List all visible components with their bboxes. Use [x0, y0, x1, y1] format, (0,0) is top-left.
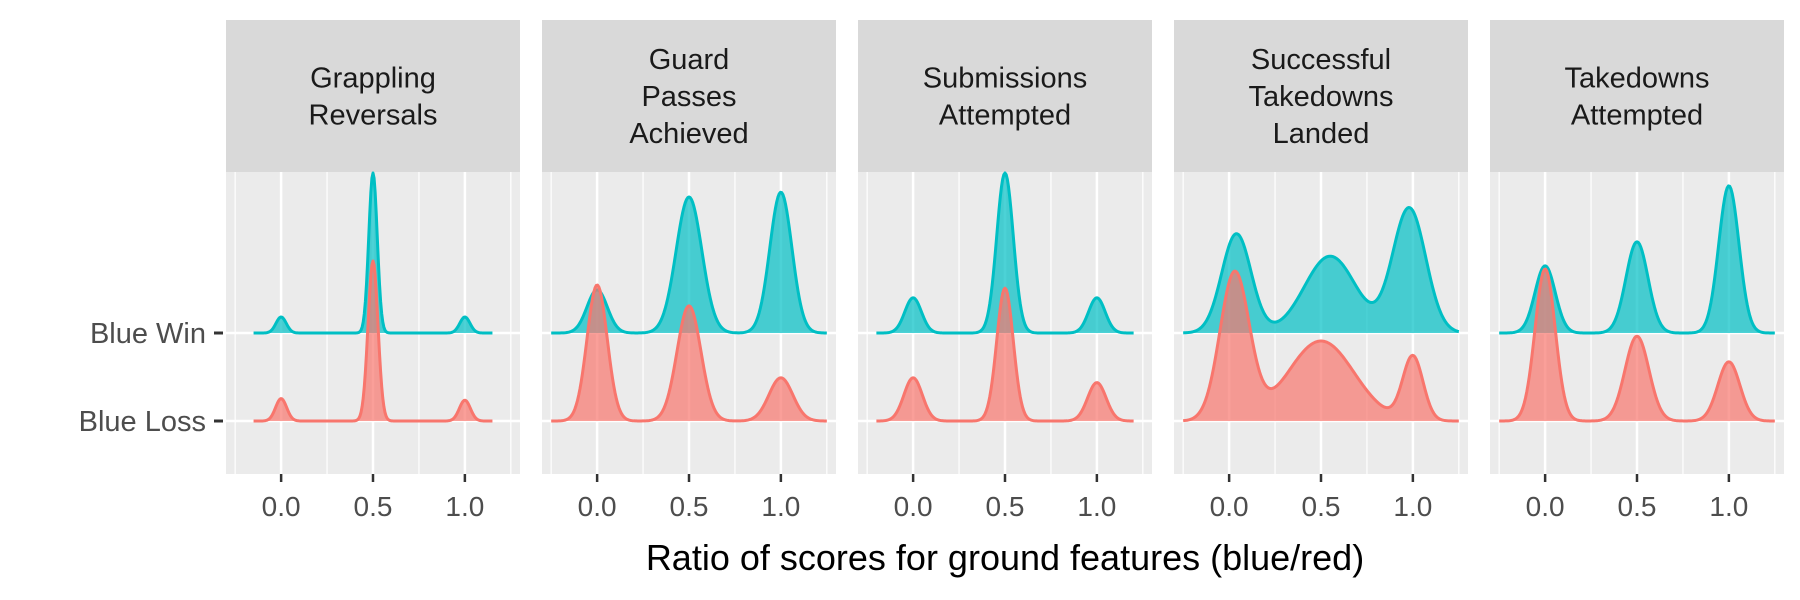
facet-strip [226, 20, 520, 172]
density-area [551, 285, 827, 421]
x-tick-label: 0.0 [1526, 491, 1565, 522]
density-line [876, 286, 1134, 423]
y-tick-label: Blue Win [90, 318, 206, 350]
facet-title: Takedowns Attempted [1564, 63, 1709, 132]
facet-panel: Guard Passes Achieved 0.0 0.5 1.0 [542, 20, 836, 522]
density-area [1183, 271, 1459, 421]
facet-panel: Successful Takedowns Landed 0.0 0.5 1.0 [1174, 20, 1468, 522]
facet-panel: Takedowns Attempted 0.0 0.5 1.0 [1490, 20, 1784, 522]
facet-strip [858, 20, 1152, 172]
density-area [1499, 269, 1775, 421]
x-tick-label: 1.0 [1709, 491, 1748, 522]
density-line [1182, 269, 1460, 423]
density-line [1498, 267, 1776, 423]
x-tick-label: 0.5 [1618, 491, 1657, 522]
x-tick-label: 1.0 [1077, 491, 1116, 522]
density-area [253, 173, 493, 333]
x-axis-title: Ratio of scores for ground features (blu… [646, 537, 1364, 578]
density-line [1182, 206, 1460, 335]
density-line [253, 259, 493, 423]
facet-title: Grappling Reversals [309, 63, 438, 132]
x-tick-label: 0.5 [1302, 491, 1341, 522]
x-tick-label: 0.0 [262, 491, 301, 522]
facet-strip [1490, 20, 1784, 172]
density-line [253, 171, 493, 335]
facet-strip [1174, 20, 1468, 172]
facet-title: Submissions Attempted [923, 63, 1087, 132]
x-tick-label: 1.0 [761, 491, 800, 522]
x-tick-label: 1.0 [1393, 491, 1432, 522]
density-line [550, 283, 828, 423]
density-area [551, 192, 827, 333]
density-area [1183, 207, 1459, 333]
x-tick-label: 0.0 [578, 491, 617, 522]
facet-title: Guard Passes Achieved [629, 44, 748, 150]
density-area [876, 288, 1134, 421]
facet-panel: Submissions Attempted 0.0 0.5 1.0 [858, 20, 1152, 522]
x-tick-label: 0.5 [986, 491, 1025, 522]
x-tick-label: 0.5 [354, 491, 393, 522]
x-tick-label: 0.5 [670, 491, 709, 522]
density-area [1499, 185, 1775, 333]
facet-title: Successful Takedowns Landed [1248, 44, 1393, 150]
facet-panel: Grappling Reversals 0.0 0.5 1.0 [226, 20, 520, 522]
x-tick-label: 0.0 [1210, 491, 1249, 522]
facet-strip [542, 20, 836, 172]
x-tick-label: 1.0 [445, 491, 484, 522]
x-tick-label: 0.0 [894, 491, 933, 522]
y-tick-label: Blue Loss [79, 406, 206, 438]
density-area [876, 173, 1134, 333]
y-axis: Blue Win Blue Loss [79, 318, 223, 438]
density-area [253, 261, 493, 421]
density-line [876, 171, 1134, 335]
density-line [1498, 184, 1776, 335]
